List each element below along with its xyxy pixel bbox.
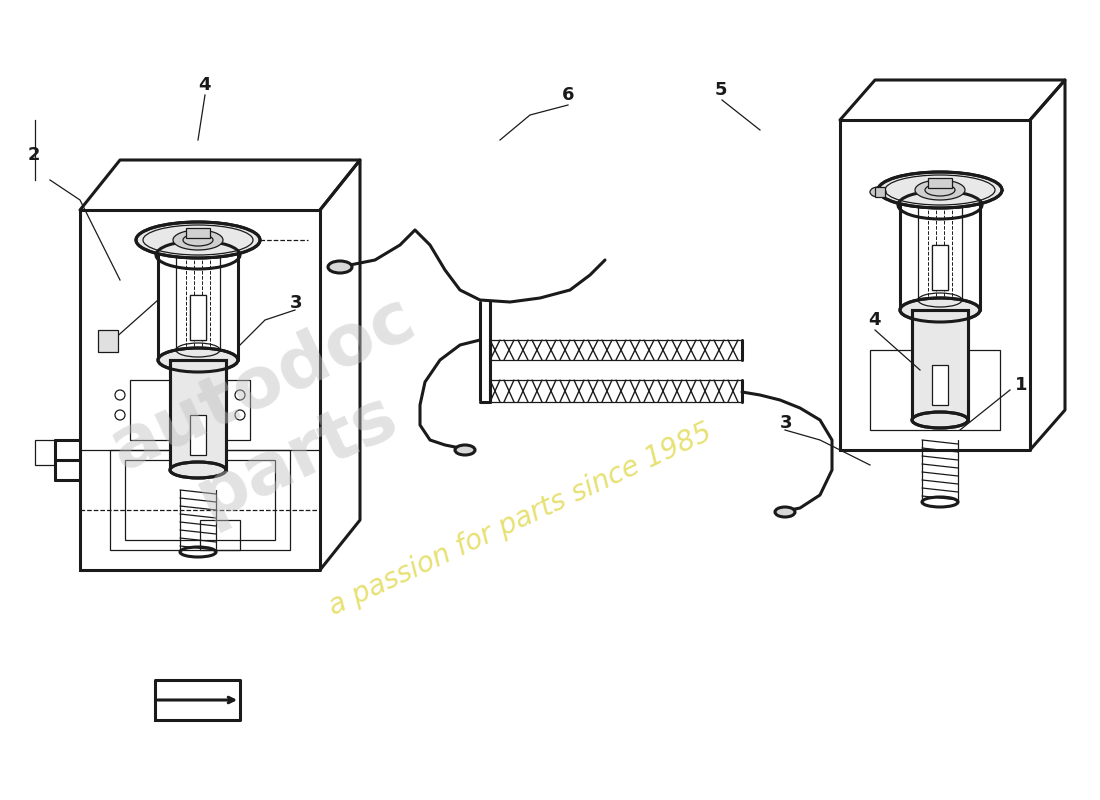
Ellipse shape	[912, 412, 968, 428]
Ellipse shape	[776, 507, 795, 517]
Bar	[932, 245, 948, 290]
Bar	[130, 380, 250, 440]
Bar	[200, 520, 240, 550]
Bar	[874, 187, 886, 197]
Bar	[912, 310, 968, 420]
Bar	[932, 365, 948, 405]
Bar	[170, 360, 226, 470]
Ellipse shape	[455, 445, 475, 455]
Ellipse shape	[158, 348, 238, 372]
Bar	[912, 310, 968, 420]
Bar	[870, 350, 1000, 430]
Text: 3: 3	[780, 414, 792, 432]
Ellipse shape	[870, 187, 886, 197]
Bar	[170, 360, 226, 470]
Ellipse shape	[173, 230, 223, 250]
Bar	[125, 460, 275, 540]
Ellipse shape	[136, 222, 260, 258]
Text: 2: 2	[28, 146, 41, 164]
Ellipse shape	[878, 172, 1002, 208]
Bar	[190, 415, 206, 455]
Text: 3: 3	[290, 294, 303, 312]
Ellipse shape	[900, 298, 980, 322]
Text: 6: 6	[562, 86, 574, 104]
Ellipse shape	[328, 261, 352, 273]
Bar	[35, 440, 55, 465]
Text: autodoc
parts: autodoc parts	[100, 283, 461, 557]
Bar	[900, 175, 960, 200]
Ellipse shape	[170, 462, 226, 478]
Ellipse shape	[915, 180, 965, 200]
Text: 4: 4	[868, 311, 880, 329]
Text: 1: 1	[1015, 376, 1027, 394]
Bar	[928, 178, 952, 188]
Text: a passion for parts since 1985: a passion for parts since 1985	[323, 418, 716, 622]
Bar	[98, 330, 118, 352]
Bar	[186, 228, 210, 238]
Bar	[190, 295, 206, 340]
Text: 5: 5	[715, 81, 727, 99]
Bar	[190, 295, 206, 340]
Text: 4: 4	[198, 76, 210, 94]
Bar	[110, 450, 290, 550]
Bar	[932, 245, 948, 290]
